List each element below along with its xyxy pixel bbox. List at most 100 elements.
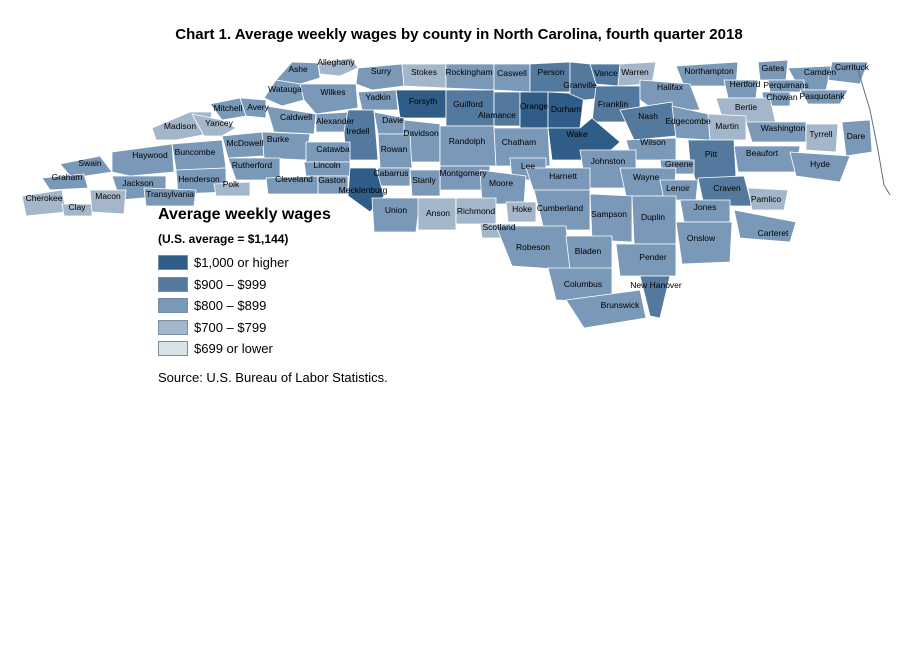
county-label-davidson: Davidson — [403, 128, 439, 138]
county-hyde — [789, 151, 851, 183]
legend-label: $699 or lower — [194, 341, 273, 357]
county-label-stokes: Stokes — [411, 67, 437, 77]
county-label-cumberland: Cumberland — [537, 203, 584, 213]
county-currituck — [827, 61, 869, 85]
county-label-wake: Wake — [566, 129, 588, 139]
legend-title: Average weekly wages — [158, 206, 331, 223]
county-sampson — [589, 193, 633, 243]
county-label-wilson: Wilson — [640, 137, 666, 147]
county-label-franklin: Franklin — [598, 99, 629, 109]
county-label-sampson: Sampson — [591, 209, 627, 219]
county-label-chowan: Chowan — [766, 92, 797, 102]
county-label-randolph: Randolph — [449, 136, 486, 146]
county-label-rockingham: Rockingham — [445, 67, 492, 77]
legend-item: $700 – $799 — [158, 317, 331, 339]
county-label-avery: Avery — [247, 102, 269, 112]
county-label-cherokee: Cherokee — [26, 193, 63, 203]
county-labels: Alleghany Ashe Surry Stokes Rockingham Caswel… — [26, 57, 870, 310]
county-label-lee: Lee — [521, 161, 535, 171]
legend-item: $1,000 or higher — [158, 252, 331, 274]
county-label-hyde: Hyde — [810, 159, 830, 169]
outer-banks-coastline — [857, 69, 891, 196]
county-label-halifax: Halifax — [657, 82, 684, 92]
county-label-cleveland: Cleveland — [275, 174, 313, 184]
county-label-caldwell: Caldwell — [280, 112, 312, 122]
county-label-transylvania: Transylvania — [146, 189, 194, 199]
county-label-orange: Orange — [520, 101, 549, 111]
county-label-hoke: Hoke — [512, 204, 532, 214]
county-label-duplin: Duplin — [641, 212, 665, 222]
county-label-currituck: Currituck — [835, 62, 870, 72]
county-cumberland — [533, 189, 591, 231]
county-label-dare: Dare — [847, 131, 866, 141]
county-label-swain: Swain — [78, 158, 101, 168]
county-label-richmond: Richmond — [457, 206, 496, 216]
county-transylvania — [143, 187, 197, 207]
county-hoke — [505, 201, 537, 223]
county-label-burke: Burke — [267, 134, 289, 144]
county-polk — [213, 181, 251, 197]
county-label-pamlico: Pamlico — [751, 194, 782, 204]
county-avery — [239, 97, 267, 119]
county-shapes — [21, 57, 873, 329]
county-label-anson: Anson — [426, 208, 450, 218]
county-label-edgecombe: Edgecombe — [665, 116, 711, 126]
legend-swatch — [158, 341, 188, 357]
county-label-yancey: Yancey — [205, 118, 233, 128]
county-pasquotank — [799, 89, 849, 105]
county-label-jackson: Jackson — [122, 178, 153, 188]
county-label-rowan: Rowan — [381, 144, 408, 154]
county-anson — [417, 197, 457, 231]
county-label-pitt: Pitt — [705, 149, 718, 159]
county-label-union: Union — [385, 205, 407, 215]
county-label-johnston: Johnston — [591, 156, 626, 166]
county-label-perquimans: Perquimans — [763, 80, 808, 90]
chart-title: Chart 1. Average weekly wages by county … — [175, 26, 743, 43]
county-label-carteret: Carteret — [758, 228, 789, 238]
county-label-moore: Moore — [489, 178, 513, 188]
county-label-surry: Surry — [371, 66, 392, 76]
county-label-gaston: Gaston — [318, 175, 346, 185]
county-label-martin: Martin — [715, 121, 739, 131]
county-onslow — [675, 221, 733, 265]
county-randolph — [439, 125, 497, 167]
county-davidson — [403, 119, 441, 163]
county-graham — [41, 173, 89, 191]
legend: Average weekly wages (U.S. average = $1,… — [158, 206, 331, 360]
county-label-alleghany: Alleghany — [317, 57, 355, 67]
legend-swatch — [158, 255, 188, 271]
county-yadkin — [357, 89, 399, 111]
county-label-mcdowell: McDowell — [227, 138, 264, 148]
county-label-davie: Davie — [382, 115, 404, 125]
county-yancey — [191, 113, 237, 137]
legend-label: $700 – $799 — [194, 319, 267, 335]
legend-item: $900 – $999 — [158, 274, 331, 296]
county-label-hertford: Hertford — [730, 79, 761, 89]
legend-label: $800 – $899 — [194, 298, 267, 314]
county-label-guilford: Guilford — [453, 99, 483, 109]
county-alamance — [493, 91, 521, 127]
county-label-catawba: Catawba — [316, 144, 350, 154]
county-label-chatham: Chatham — [502, 137, 537, 147]
county-alleghany — [317, 57, 359, 77]
county-label-mecklenburg: Mecklenburg — [339, 185, 388, 195]
county-label-montgomery: Montgomery — [439, 168, 487, 178]
county-iredell — [343, 109, 379, 161]
county-label-bertie: Bertie — [735, 102, 757, 112]
legend-swatch — [158, 298, 188, 314]
legend-label: $900 – $999 — [194, 276, 267, 292]
county-label-alexander: Alexander — [316, 116, 354, 126]
county-pitt — [687, 139, 737, 183]
county-label-buncombe: Buncombe — [175, 147, 216, 157]
legend-swatch — [158, 276, 188, 292]
county-label-stanly: Stanly — [412, 175, 436, 185]
county-label-tyrrell: Tyrrell — [809, 129, 832, 139]
county-label-beaufort: Beaufort — [746, 148, 779, 158]
county-label-bladen: Bladen — [575, 246, 602, 256]
county-label-mitchell: Mitchell — [214, 103, 243, 113]
county-label-wayne: Wayne — [633, 172, 659, 182]
source-note: Source: U.S. Bureau of Labor Statistics. — [158, 370, 388, 385]
county-label-yadkin: Yadkin — [365, 92, 391, 102]
county-label-clay: Clay — [68, 202, 86, 212]
county-dare — [841, 119, 873, 157]
